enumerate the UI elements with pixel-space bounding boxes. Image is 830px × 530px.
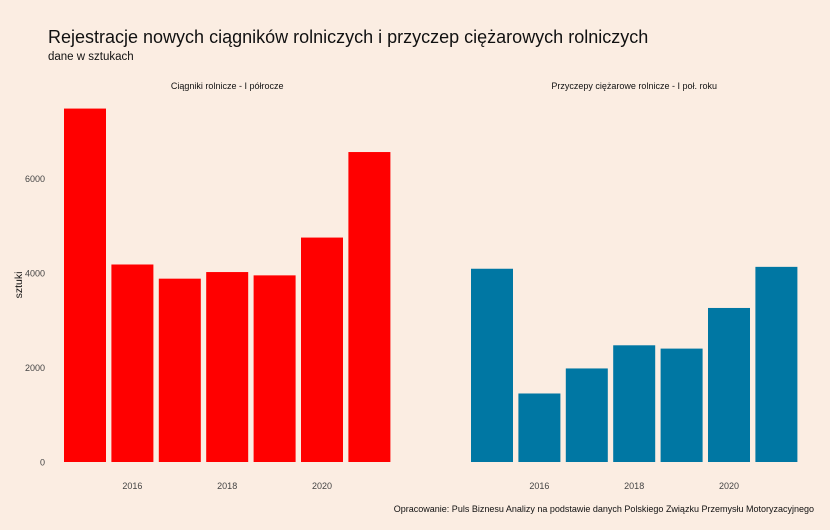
panel-title: Przyczepy ciężarowe rolnicze - I poł. ro… — [551, 81, 717, 91]
y-axis-label: sztuki — [13, 272, 25, 299]
x-tick-label: 2018 — [624, 481, 644, 491]
y-tick-label: 0 — [40, 458, 45, 468]
bar-2021 — [348, 152, 391, 463]
bar-2020 — [708, 307, 750, 462]
source-caption: Opracowanie: Puls Biznesu Analizy na pod… — [393, 504, 814, 514]
bar-2019 — [253, 275, 296, 462]
x-tick-label: 2020 — [719, 481, 739, 491]
bar-2017 — [158, 278, 201, 462]
bar-2020 — [301, 237, 343, 462]
x-tick-label: 2016 — [122, 481, 142, 491]
panel-title: Ciągniki rolnicze - I półrocze — [171, 81, 284, 91]
panels: Ciągniki rolnicze - I półrocze 2016 2018 20… — [64, 81, 798, 491]
x-tick-label: 2018 — [217, 481, 237, 491]
bar-2016 — [111, 264, 154, 462]
y-tick-label: 4000 — [25, 269, 45, 279]
chart-title: Rejestracje nowych ciągników rolniczych … — [48, 27, 649, 47]
bar-2015 — [471, 268, 513, 462]
y-axis: 0 2000 4000 6000 — [25, 174, 45, 468]
x-tick-label: 2016 — [529, 481, 549, 491]
chart-subtitle: dane w sztukach — [48, 51, 134, 63]
y-tick-label: 6000 — [25, 174, 45, 184]
bar-2018 — [206, 272, 249, 462]
y-tick-label: 2000 — [25, 363, 45, 373]
bar-2017 — [565, 368, 608, 462]
bar-2018 — [613, 345, 656, 462]
bar-2021 — [755, 266, 798, 462]
panel-2: Przyczepy ciężarowe rolnicze - I poł. ro… — [471, 81, 798, 491]
bar-2015 — [64, 108, 106, 462]
x-tick-label: 2020 — [312, 481, 332, 491]
bar-2019 — [660, 348, 703, 462]
panel-1: Ciągniki rolnicze - I półrocze 2016 2018 20… — [64, 81, 391, 491]
bar-2016 — [518, 393, 561, 462]
